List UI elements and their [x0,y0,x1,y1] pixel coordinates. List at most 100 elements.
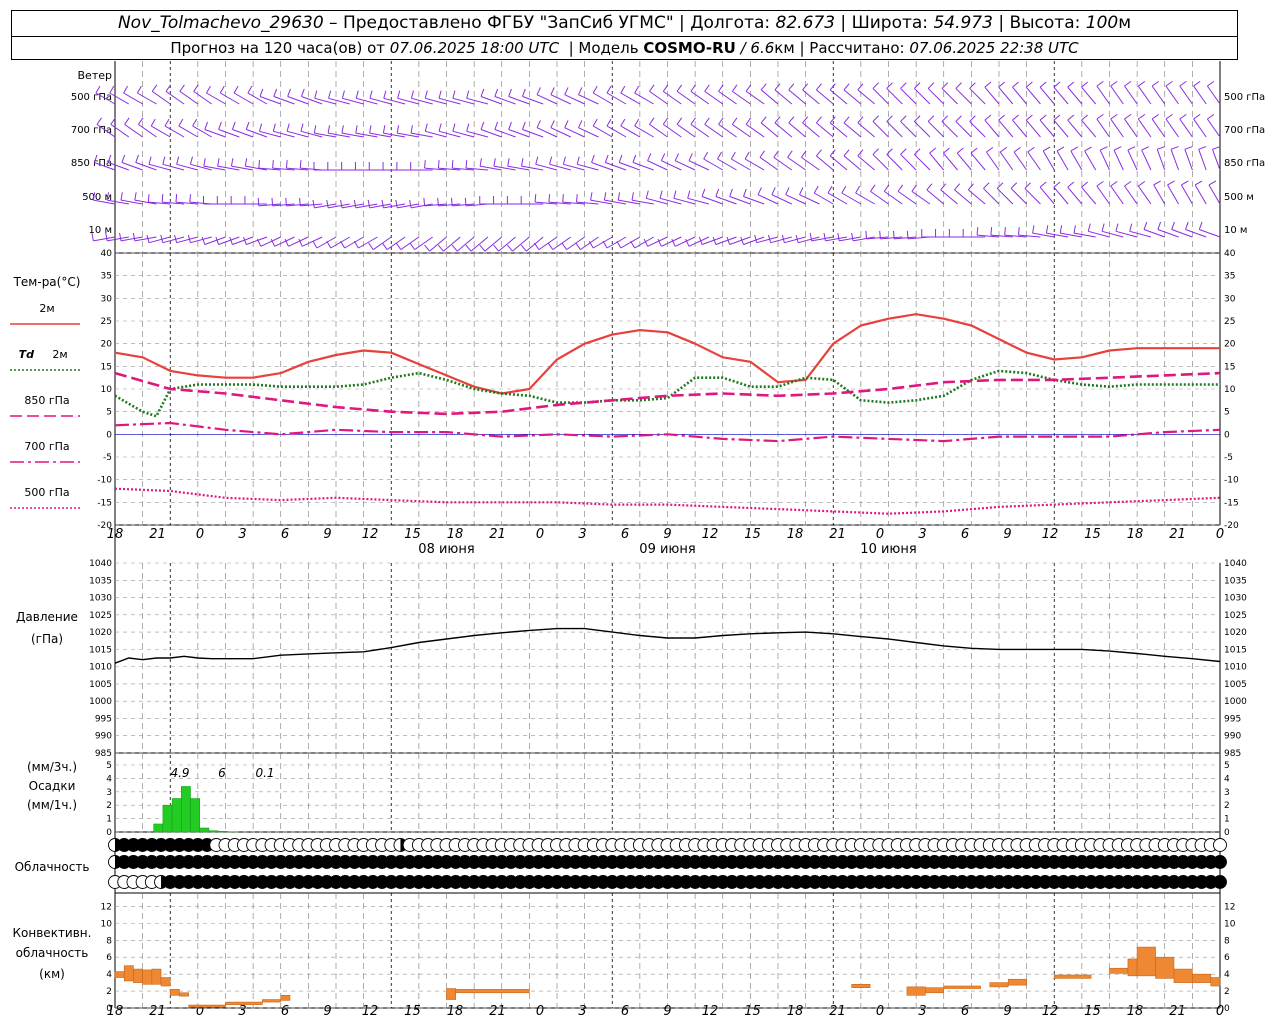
time-axis-label: 15 [404,1004,421,1019]
wind-barb-shaft [985,151,1000,171]
wind-barb-feather [1067,181,1075,188]
wind-barb-feather [536,87,541,95]
wind-barb-feather [105,232,108,241]
wind-barb-shaft [676,90,696,105]
wind-barb-feather [1039,81,1047,88]
wind-barb-feather [1024,182,1031,189]
wind-barb-feather [522,88,526,97]
wind-barb-feather [119,232,122,241]
wind-barb-shaft [1025,86,1041,105]
wind-barb-shaft [93,199,116,205]
wind-barb-feather [690,84,696,92]
wind-barb-feather [244,158,248,167]
wind-barb-shaft [1206,118,1221,138]
wind-barb-shaft [355,132,378,138]
wind-barb-feather [883,184,890,192]
wind-barb-feather [1053,81,1061,88]
wind-barb-feather [1181,180,1189,186]
wind-barb-feather [148,156,152,165]
wind-barb-shaft [774,122,793,138]
wind-barb-feather [618,154,623,163]
wind-barb-shaft [258,167,281,171]
pressure-tick-label-right: 1000 [1224,697,1247,707]
precip-tick-label-right: 5 [1224,761,1230,771]
wind-barb-feather [564,120,569,128]
time-axis-label: 6 [281,1004,289,1019]
conv-cloud-bar [1053,974,1092,979]
time-axis-label: 18 [787,527,804,542]
wind-barb-shaft [1137,85,1152,105]
wind-barb-shaft [1081,119,1097,138]
wind-barb-shaft [649,123,668,138]
wind-barb-feather [1087,223,1091,232]
wind-barb-feather [287,88,291,97]
wind-barb-shaft [452,130,475,138]
wind-barb-shaft [470,236,489,252]
wind-barb-shaft [774,89,793,105]
wind-barb-shaft [287,96,309,105]
wind-barb-shaft [756,236,779,244]
wind-barb-shaft [998,119,1014,138]
pressure-tick-label-right: 1010 [1224,663,1247,673]
wind-barb-feather [562,156,566,165]
conv-cloud-bar [188,1004,226,1008]
wind-barb-feather [760,116,767,124]
pressure-tick-label: 1025 [89,611,112,621]
model-resolution: / 6.6 [740,39,775,57]
wind-barb-shaft [1081,86,1097,105]
wind-barb-feather [550,120,555,128]
wind-barb-feather [759,150,765,158]
wind-barb-feather [1143,221,1148,230]
forecast-label: Прогноз на 120 часа(ов) от [170,39,385,57]
wind-barb-feather [745,117,752,125]
wind-barb-shaft [1141,149,1152,171]
wind-barb-shaft [816,122,834,138]
forecast-start: 07.06.2025 18:00 UTC [389,39,560,57]
wind-barb-shaft [745,123,765,138]
wind-barb-shaft [535,163,558,171]
wind-barb-shaft [273,96,295,105]
wind-barb-shaft [1025,119,1041,138]
wind-barb-shaft [358,236,378,249]
conv-tick-label-right: 8 [1224,936,1230,946]
wind-barb-feather [984,81,992,88]
wind-barb-shaft [411,97,433,105]
wind-barb-shaft [95,92,116,105]
wind-barb-shaft [577,163,599,171]
wind-barb-shaft [757,194,779,205]
time-axis-label: 12 [1042,527,1059,542]
time-axis-label: 15 [1084,527,1101,542]
wind-barb-shaft [162,236,185,244]
wind-level-label-right: 10 м [1224,225,1247,236]
wind-barb-feather [522,121,526,130]
conv-cloud-bar [1109,967,1129,974]
cloud-cover-symbol [1213,875,1227,889]
wind-barb-feather [616,240,622,249]
wind-barb-feather [606,85,612,94]
wind-barb-feather [1101,223,1105,232]
wind-barb-shaft [880,236,903,240]
wind-barb-shaft [1012,119,1028,138]
time-axis-label: 15 [1084,1004,1101,1019]
wind-barb-feather [1198,221,1203,230]
time-axis-label: 9 [1003,1004,1011,1019]
wind-barb-shaft [341,203,364,209]
wind-barb-shaft [121,162,143,171]
wind-barb-shaft [120,199,143,205]
conv-cloud-bar [123,965,134,982]
wind-barb-shaft [1165,118,1179,138]
wind-barb-feather [857,83,864,91]
wind-barb-shaft [1179,118,1193,138]
time-axis-label: 0 [196,1004,204,1019]
wind-barb-shaft [1053,186,1069,205]
wind-barb-shaft [970,152,986,171]
wind-barb-shaft [731,158,751,171]
wind-barb-feather [1124,80,1132,87]
wind-barb-shaft [1110,185,1124,205]
precip-tick-label-right: 3 [1224,788,1230,798]
temp-tick-label-right: 5 [1224,408,1230,418]
wind-barb-feather [1179,80,1187,87]
wind-barb-shaft [1194,184,1207,205]
wind-barb-feather [886,82,893,89]
wind-barb-feather [533,242,540,250]
